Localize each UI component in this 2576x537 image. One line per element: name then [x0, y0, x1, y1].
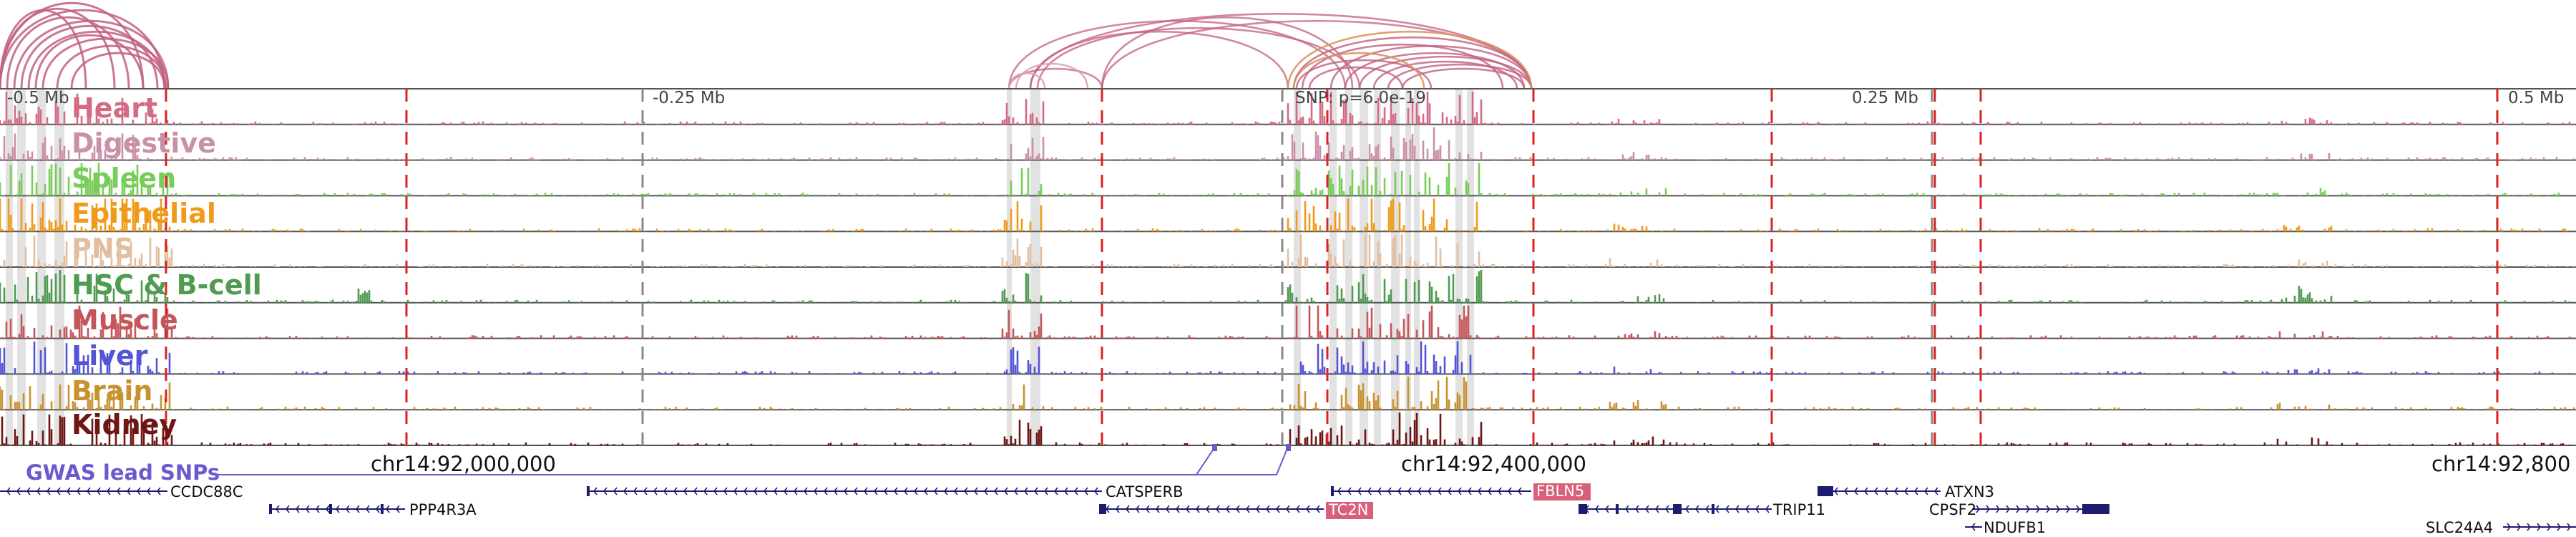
track-label-heart: Heart — [72, 92, 157, 124]
loop-arc — [0, 7, 116, 90]
loop-arc — [0, 9, 87, 90]
scale-label-mid-left: -0.25 Mb — [653, 89, 725, 107]
gene-exon — [1579, 504, 1587, 514]
loop-arc — [13, 19, 170, 90]
gene-label-atxn3: ATXN3 — [1945, 483, 1994, 500]
gene-strand-arrows — [1337, 487, 1522, 495]
gwas-snp-marker — [1286, 444, 1291, 451]
gene-label-ccdc88c: CCDC88C — [170, 483, 243, 500]
gene-exon — [381, 504, 384, 514]
loop-arc — [1401, 67, 1526, 90]
loop-arc — [1308, 66, 1404, 90]
track-label-epithelial: Epithelial — [72, 198, 216, 229]
gene-label-catsperb: CATSPERB — [1106, 483, 1184, 500]
loop-arc — [27, 30, 166, 90]
gene-strand-arrows — [1971, 523, 1976, 531]
loop-arc — [1358, 55, 1533, 90]
gene-exon — [1673, 504, 1682, 514]
track-signal — [0, 270, 2571, 303]
gene-strand-arrows — [6, 487, 161, 495]
loop-arc — [1015, 62, 1089, 90]
loop-arc — [1287, 30, 1533, 90]
loop-arc — [56, 44, 167, 90]
gene-exon — [1331, 486, 1334, 496]
track-label-liver: Liver — [72, 340, 148, 372]
track-label-kidney: Kidney — [72, 409, 177, 440]
genomic-coordinates: chr14:92,000,000 chr14:92,400,000 chr14:… — [371, 452, 2570, 476]
gene-labels: CCDC88C PPP4R3A CATSPERB TC2N FBLN5 TRIP… — [170, 483, 2493, 536]
gene-exon — [1712, 504, 1714, 514]
coordinate-92000000: chr14:92,000,000 — [371, 452, 556, 476]
gene-label-cpsf2: CPSF2 — [1929, 501, 1976, 518]
gene-exon — [329, 504, 332, 514]
gene-strand-arrows — [2507, 523, 2572, 531]
gene-exon — [1818, 486, 1833, 496]
gene-label-tc2n: TC2N — [1328, 501, 1368, 518]
loop-arc — [6, 16, 130, 90]
gene-label-ndufb1: NDUFB1 — [1984, 519, 2046, 536]
loop-arc — [1008, 67, 1103, 90]
gene-highlight-fbln5 — [1533, 483, 1591, 500]
gene-exon — [269, 504, 272, 514]
track-signal — [1, 305, 2573, 339]
gene-strand-arrows — [275, 505, 400, 513]
gene-exon — [1616, 504, 1619, 514]
track-label-pns: PNS — [72, 233, 134, 264]
gene-label-fbln5: FBLN5 — [1536, 483, 1584, 500]
loop-arc — [1029, 12, 1533, 90]
track-signal — [0, 198, 2569, 232]
loop-arc — [20, 24, 159, 90]
chromatin-loop-arcs — [0, 2, 1533, 90]
loop-arc — [1008, 72, 1046, 90]
track-label-spleen: Spleen — [72, 163, 176, 194]
scale-label-right: 0.5 Mb — [2508, 89, 2564, 107]
gene-exon — [1099, 504, 1106, 514]
loop-arc — [1372, 60, 1518, 90]
track-label-brain: Brain — [72, 375, 152, 407]
track-signal — [0, 377, 2575, 410]
snp-pvalue-label: SNP: p=6.0e-19 — [1295, 89, 1426, 107]
loop-arc — [42, 37, 170, 90]
accessibility-tracks — [0, 88, 2576, 446]
gwas-connector — [212, 446, 1289, 475]
scale-label-mid-right: 0.25 Mb — [1852, 89, 1918, 107]
loop-arc — [1292, 37, 1533, 90]
track-label-hsc-bcell: HSC & B-cell — [72, 269, 262, 301]
track-signal — [0, 341, 2571, 374]
gene-label-trip11: TRIP11 — [1772, 501, 1825, 518]
gene-highlight-tc2n — [1326, 502, 1373, 519]
track-signal — [1, 412, 2571, 445]
loop-arc — [70, 52, 166, 90]
gene-annotation-track — [0, 486, 2576, 531]
gene-label-ppp4r3a: PPP4R3A — [409, 501, 477, 518]
gwas-connector — [212, 446, 1216, 475]
loop-arc — [1295, 59, 1433, 90]
reference-lines — [165, 89, 2499, 445]
track-signal — [1, 234, 2575, 267]
loop-arc — [1387, 63, 1533, 90]
scale-bar: -0.5 Mb -0.25 Mb SNP: p=6.0e-19 0.25 Mb … — [7, 89, 2564, 107]
track-signal — [0, 163, 2560, 196]
gene-label-slc24a4: SLC24A4 — [2426, 519, 2493, 536]
gene-exon — [2082, 504, 2109, 514]
gwas-snp-marker — [1212, 444, 1217, 451]
gene-strand-arrows — [592, 487, 1098, 495]
loop-arc — [34, 34, 145, 90]
loop-arc — [1292, 52, 1425, 90]
track-signal — [0, 127, 2575, 160]
track-signal — [0, 92, 2571, 125]
gwas-label: GWAS lead SNPs — [26, 460, 220, 485]
track-labels: Heart Digestive Spleen Epithelial PNS HS… — [72, 92, 262, 440]
gwas-lead-snps-row: GWAS lead SNPs — [26, 444, 1291, 485]
loop-arc — [1008, 20, 1347, 90]
scale-label-left: -0.5 Mb — [7, 89, 69, 107]
coordinate-92400000: chr14:92,400,000 — [1401, 452, 1586, 476]
coordinate-92800: chr14:92,800 — [2431, 452, 2570, 476]
gene-exon — [587, 486, 590, 496]
track-label-digestive: Digestive — [72, 127, 216, 159]
track-label-muscle: Muscle — [72, 304, 178, 336]
